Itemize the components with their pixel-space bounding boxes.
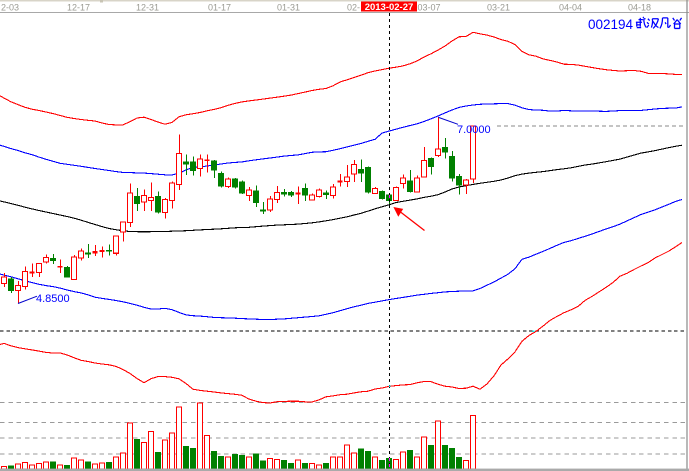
svg-text:12-31: 12-31 <box>136 3 159 13</box>
svg-text:04-18: 04-18 <box>628 3 651 13</box>
svg-text:01-17: 01-17 <box>208 3 231 13</box>
svg-text:02-: 02- <box>347 3 360 13</box>
svg-text:002194: 002194 <box>588 17 634 32</box>
svg-text:2-03: 2-03 <box>1 3 19 13</box>
svg-text:4.8500: 4.8500 <box>36 293 70 305</box>
svg-text:2013-02-27: 2013-02-27 <box>365 2 414 13</box>
svg-text:03-21: 03-21 <box>487 3 510 13</box>
svg-text:04-04: 04-04 <box>559 3 582 13</box>
svg-text:01-31: 01-31 <box>277 3 300 13</box>
svg-text:03-07: 03-07 <box>418 3 441 13</box>
svg-text:12-17: 12-17 <box>67 3 90 13</box>
svg-text:7.0000: 7.0000 <box>457 124 491 136</box>
